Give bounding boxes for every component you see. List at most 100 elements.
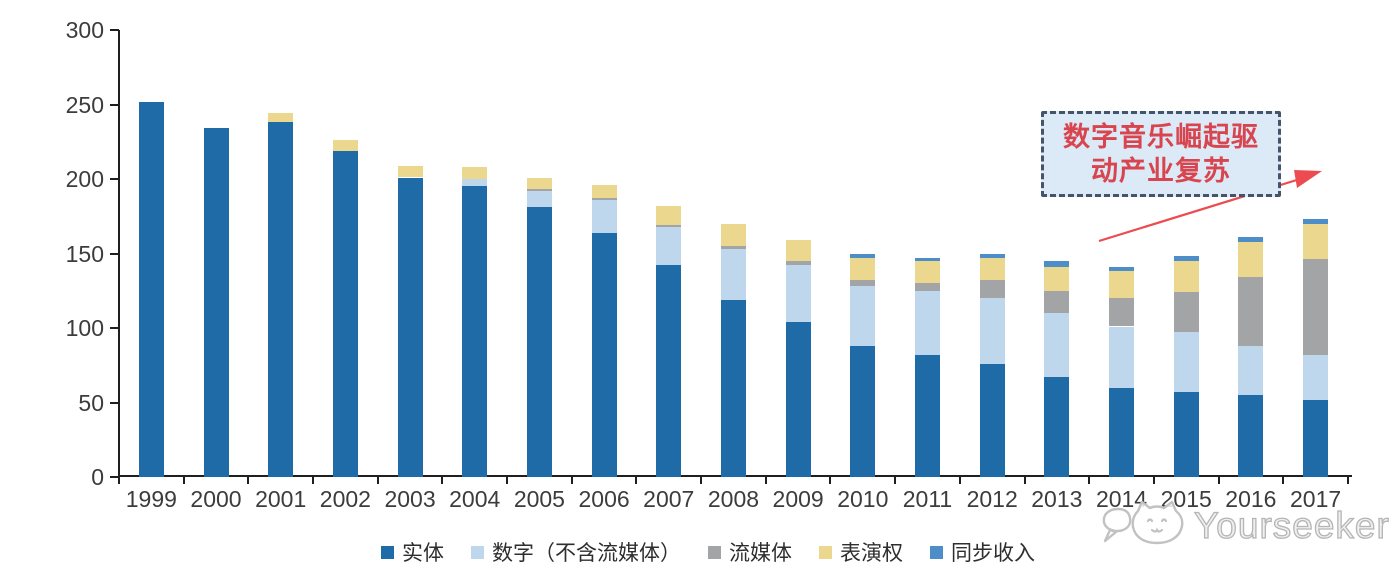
x-axis-label-2007: 2007 [643,486,695,512]
annotation-line-2: 动产业复苏 [1091,156,1231,186]
bar-segment-表演权-2002 [332,140,358,151]
legend-item-实体: 实体 [381,537,444,567]
bar-segment-表演权-2017 [1303,223,1329,260]
legend-item-流媒体: 流媒体 [708,537,792,567]
x-axis-label-2005: 2005 [513,486,565,512]
x-axis-label-2011: 2011 [902,486,953,512]
x-axis-tick [635,477,638,484]
x-axis-tick [700,477,703,484]
bar-segment-数字（不含流媒体）-2010 [850,286,876,346]
bar-segment-实体-2004 [462,186,488,477]
y-axis-tick [110,401,119,404]
bar-segment-流媒体-2017 [1303,259,1329,355]
bar-segment-实体-2010 [850,345,876,477]
bar-segment-实体-2008 [720,299,746,477]
x-axis-label-2009: 2009 [772,486,824,512]
y-axis-tick-label: 150 [65,240,104,267]
bar-segment-流媒体-2010 [850,280,876,287]
bar-segment-同步收入-2012 [979,253,1005,258]
watermark: Yourseeker [1098,496,1394,556]
x-axis-label-2008: 2008 [707,486,760,512]
bar-segment-数字（不含流媒体）-2015 [1173,332,1199,393]
annotation-line-1: 数字音乐崛起驱 [1063,122,1259,152]
bar-segment-流媒体-2014 [1109,298,1135,327]
bar-segment-实体-2017 [1303,399,1329,477]
y-axis-tick [110,327,119,329]
bar-segment-表演权-2001 [268,113,294,123]
bar-segment-实体-2005 [526,207,552,477]
x-axis-tick [1152,477,1155,484]
bar-segment-实体-2003 [397,177,423,477]
legend-swatch [930,545,943,559]
x-axis-tick [894,477,897,484]
x-axis-label-2006: 2006 [578,486,630,512]
y-axis-tick [110,103,119,106]
bar-segment-同步收入-2015 [1173,256,1199,261]
legend-label: 同步收入 [951,542,1035,565]
legend-label: 数字（不含流媒体） [492,542,681,565]
legend-label: 流媒体 [729,542,792,565]
legend-label: 表演权 [840,542,903,565]
x-axis-tick [570,477,573,484]
bar-segment-表演权-2009 [785,240,811,261]
bar-segment-数字（不含流媒体）-2006 [591,199,617,233]
bar-segment-同步收入-2010 [850,253,876,258]
y-axis-tick [110,476,119,478]
x-axis-label-2001: 2001 [255,486,307,512]
x-axis-tick [1023,477,1026,484]
bar-segment-实体-2009 [785,322,811,477]
y-axis-tick [110,252,119,255]
bar-segment-流媒体-2005 [526,189,552,191]
y-axis-tick-label: 0 [91,464,104,490]
x-axis-tick [312,477,315,484]
bar-segment-同步收入-2013 [1044,260,1070,267]
x-axis-tick [247,477,250,484]
yourseeker-cat-icon [1102,500,1184,545]
bar-segment-同步收入-2014 [1109,266,1135,272]
bar-segment-实体-2000 [203,128,229,477]
bar-segment-数字（不含流媒体）-2011 [915,290,940,355]
bar-segment-同步收入-2016 [1238,237,1264,242]
bar-segment-流媒体-2007 [656,225,682,227]
x-axis-tick [506,477,509,484]
bar-segment-流媒体-2006 [591,198,617,200]
legend-item-数字（不含流媒体）: 数字（不含流媒体） [471,537,681,567]
bar-segment-表演权-2014 [1109,271,1135,299]
x-axis-tick [118,477,120,484]
bar-segment-表演权-2016 [1238,241,1264,278]
legend: 实体 数字（不含流媒体） 流媒体 表演权 同步收入 [0,537,1398,567]
bar-segment-同步收入-2017 [1303,219,1329,224]
legend-swatch [819,545,832,559]
x-axis-label-2017: 2017 [1289,486,1342,512]
bar-segment-实体-2014 [1109,387,1135,477]
bar-segment-流媒体-2009 [785,260,811,266]
bar-segment-表演权-2007 [656,205,682,226]
bar-segment-数字（不含流媒体）-2008 [720,249,746,300]
x-axis-label-2003: 2003 [384,486,436,512]
bar-segment-流媒体-2008 [720,246,746,250]
bar-segment-实体-2002 [332,150,358,477]
x-axis-tick [182,477,185,484]
bar-segment-数字（不含流媒体）-2009 [785,265,811,323]
bar-segment-数字（不含流媒体）-2013 [1044,313,1070,378]
watermark-text: Yourseeker [1193,504,1390,546]
annotation-callout: 数字音乐崛起驱 动产业复苏 [1041,111,1281,197]
x-axis-label-2010: 2010 [837,486,889,512]
y-axis-tick-label: 300 [65,17,104,43]
bar-segment-数字（不含流媒体）-2017 [1303,354,1329,400]
y-axis-tick-label: 100 [65,315,104,341]
y-axis-line [118,30,120,477]
legend-label: 实体 [402,542,444,565]
x-axis-label-2004: 2004 [449,486,501,512]
legend-swatch [381,545,394,559]
y-axis-tick [110,178,119,180]
bar-segment-数字（不含流媒体）-2007 [656,226,682,266]
bar-segment-实体-1999 [138,101,164,477]
bar-segment-表演权-2005 [526,177,552,190]
bar-segment-数字（不含流媒体）-2005 [526,190,552,208]
legend-swatch [708,545,721,559]
bar-segment-实体-2012 [979,363,1005,477]
bar-segment-表演权-2008 [720,223,746,247]
bar-segment-数字（不含流媒体）-2012 [979,298,1005,364]
legend-item-同步收入: 同步收入 [930,537,1035,567]
